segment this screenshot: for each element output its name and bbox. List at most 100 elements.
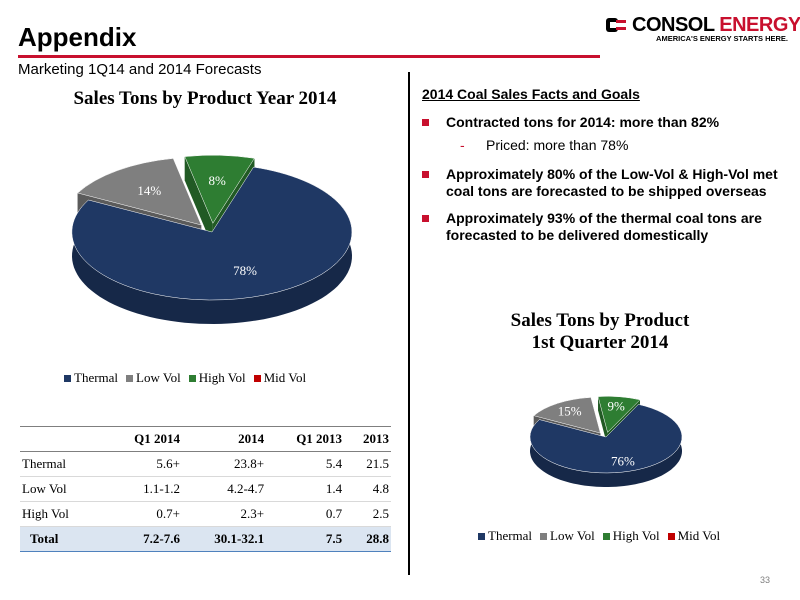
legend-swatch (667, 532, 675, 540)
legend-label: Low Vol (550, 528, 595, 543)
pie-data-label: 8% (209, 173, 227, 188)
legend-item: Thermal (478, 528, 532, 544)
fact-bullet: Contracted tons for 2014: more than 82% (422, 114, 782, 131)
table-header-row: Q1 2014 2014 Q1 2013 2013 (20, 426, 391, 452)
table-header-cell (20, 426, 104, 452)
legend-label: High Vol (612, 528, 660, 543)
pie-data-label: 76% (611, 454, 635, 469)
legend-swatch (602, 532, 610, 540)
pie-data-label: 15% (558, 404, 582, 419)
pie-slice-low-vol (533, 397, 601, 434)
fact-bullet-text: Approximately 93% of the thermal coal to… (446, 210, 762, 243)
fact-bullet-text: Contracted tons for 2014: more than 82% (446, 114, 720, 130)
legend-label: Mid Vol (263, 370, 307, 385)
legend-swatch (126, 374, 134, 382)
table-cell: 5.4 (266, 451, 345, 477)
bullet-square-icon (422, 215, 429, 222)
table-cell: 0.7 (266, 501, 345, 527)
page-subtitle: Marketing 1Q14 and 2014 Forecasts (18, 61, 262, 78)
legend-label: Thermal (488, 528, 533, 543)
dash-icon: - (460, 137, 465, 153)
legend-swatch (253, 374, 261, 382)
table-row: Thermal 5.6+ 23.8+ 5.4 21.5 (20, 451, 391, 477)
legend-swatch (540, 532, 548, 540)
pie-chart-2-title-line1: Sales Tons by Product (510, 310, 690, 331)
table-cell: Thermal (20, 451, 104, 477)
logo-name-part2: ENERGY (719, 14, 800, 36)
pie-data-label: 14% (137, 183, 161, 198)
legend-item: Low Vol (540, 528, 595, 544)
pie-chart-1-title: Sales Tons by Product Year 2014 (73, 88, 337, 109)
table-header-cell: 2013 (344, 426, 391, 452)
pie-chart-1-legend: Thermal Low Vol High Vol Mid Vol (64, 370, 306, 386)
title-underline (18, 55, 600, 58)
fact-sub-bullet-text: Priced: more than 78% (486, 137, 629, 153)
table-header-cell: Q1 2014 (104, 426, 182, 452)
table-cell: Low Vol (20, 476, 104, 502)
fact-bullet-text: Approximately 80% of the Low-Vol & High-… (446, 166, 778, 199)
legend-item: High Vol (602, 528, 660, 544)
table-cell: 30.1-32.1 (181, 526, 267, 552)
pie-slice-edge (184, 156, 213, 248)
legend-item: Low Vol (126, 370, 181, 386)
pie-chart-2-title-line2: 1st Quarter 2014 (531, 332, 669, 353)
table-header-cell: 2014 (181, 426, 267, 452)
table-row: High Vol 0.7+ 2.3+ 0.7 2.5 (20, 501, 391, 527)
table-cell: 7.5 (266, 526, 345, 552)
legend-item: High Vol (188, 370, 246, 386)
table-cell: 5.6+ (104, 451, 182, 477)
bullet-square-icon (422, 119, 429, 126)
table-cell: 28.8 (344, 526, 391, 552)
legend-item: Mid Vol (253, 370, 307, 386)
table-cell: 4.2-4.7 (181, 476, 267, 502)
legend-swatch (188, 374, 196, 382)
fact-bullet: Approximately 93% of the thermal coal to… (422, 210, 782, 244)
legend-item: Thermal (64, 370, 118, 386)
sales-tons-table: Q1 2014 2014 Q1 2013 2013 Thermal 5.6+ 2… (20, 426, 391, 552)
table-cell: Total (20, 526, 104, 552)
pie-chart-2-title: Sales Tons by Product 1st Quarter 2014 (430, 310, 770, 354)
page-title: Appendix (18, 22, 137, 52)
legend-label: Low Vol (136, 370, 181, 385)
legend-label: High Vol (198, 370, 246, 385)
table-cell: 23.8+ (181, 451, 267, 477)
bullet-square-icon (422, 171, 429, 178)
table-cell: 7.2-7.6 (104, 526, 182, 552)
table-header-cell: Q1 2013 (266, 426, 345, 452)
table-cell: 1.1-1.2 (104, 476, 182, 502)
table-cell: 1.4 (266, 476, 345, 502)
table-cell: 4.8 (344, 476, 391, 502)
table-total-row: Total 7.2-7.6 30.1-32.1 7.5 28.8 (20, 526, 391, 552)
pie-data-label: 78% (233, 263, 257, 278)
facts-heading: 2014 Coal Sales Facts and Goals (422, 86, 640, 102)
table-cell: High Vol (20, 501, 104, 527)
logo-mark-icon (606, 18, 626, 32)
table-cell: 2.5 (344, 501, 391, 527)
page-number: 33 (760, 575, 771, 585)
fact-bullet: Approximately 80% of the Low-Vol & High-… (422, 166, 782, 200)
pie-slice-thermal (529, 404, 683, 474)
pie-slice-edge (598, 396, 608, 447)
fact-sub-bullet: - Priced: more than 78% (422, 137, 782, 154)
legend-item: Mid Vol (667, 528, 721, 544)
logo-wordmark: CONSOL ENERGY (632, 14, 800, 37)
pie-slice-high-vol (597, 396, 641, 433)
vertical-divider (408, 72, 410, 575)
logo-tagline: AMERICA'S ENERGY STARTS HERE. (656, 34, 788, 43)
pie-slice-thermal (71, 166, 353, 301)
company-logo: CONSOL ENERGY AMERICA'S ENERGY STARTS HE… (606, 14, 800, 46)
logo-name-part1: CONSOL (632, 14, 715, 36)
table-cell: 0.7+ (104, 501, 182, 527)
legend-swatch (64, 374, 71, 382)
legend-label: Mid Vol (677, 528, 721, 543)
table-row: Low Vol 1.1-1.2 4.2-4.7 1.4 4.8 (20, 476, 391, 502)
table-cell: 21.5 (344, 451, 391, 477)
table-cell: 2.3+ (181, 501, 267, 527)
pie-data-label: 9% (608, 399, 626, 414)
facts-panel: 2014 Coal Sales Facts and Goals Contract… (422, 86, 782, 250)
pie-chart-2-legend: Thermal Low Vol High Vol Mid Vol (478, 528, 720, 544)
pie-slice-high-vol (184, 154, 255, 224)
pie-slice-low-vol (77, 158, 202, 226)
